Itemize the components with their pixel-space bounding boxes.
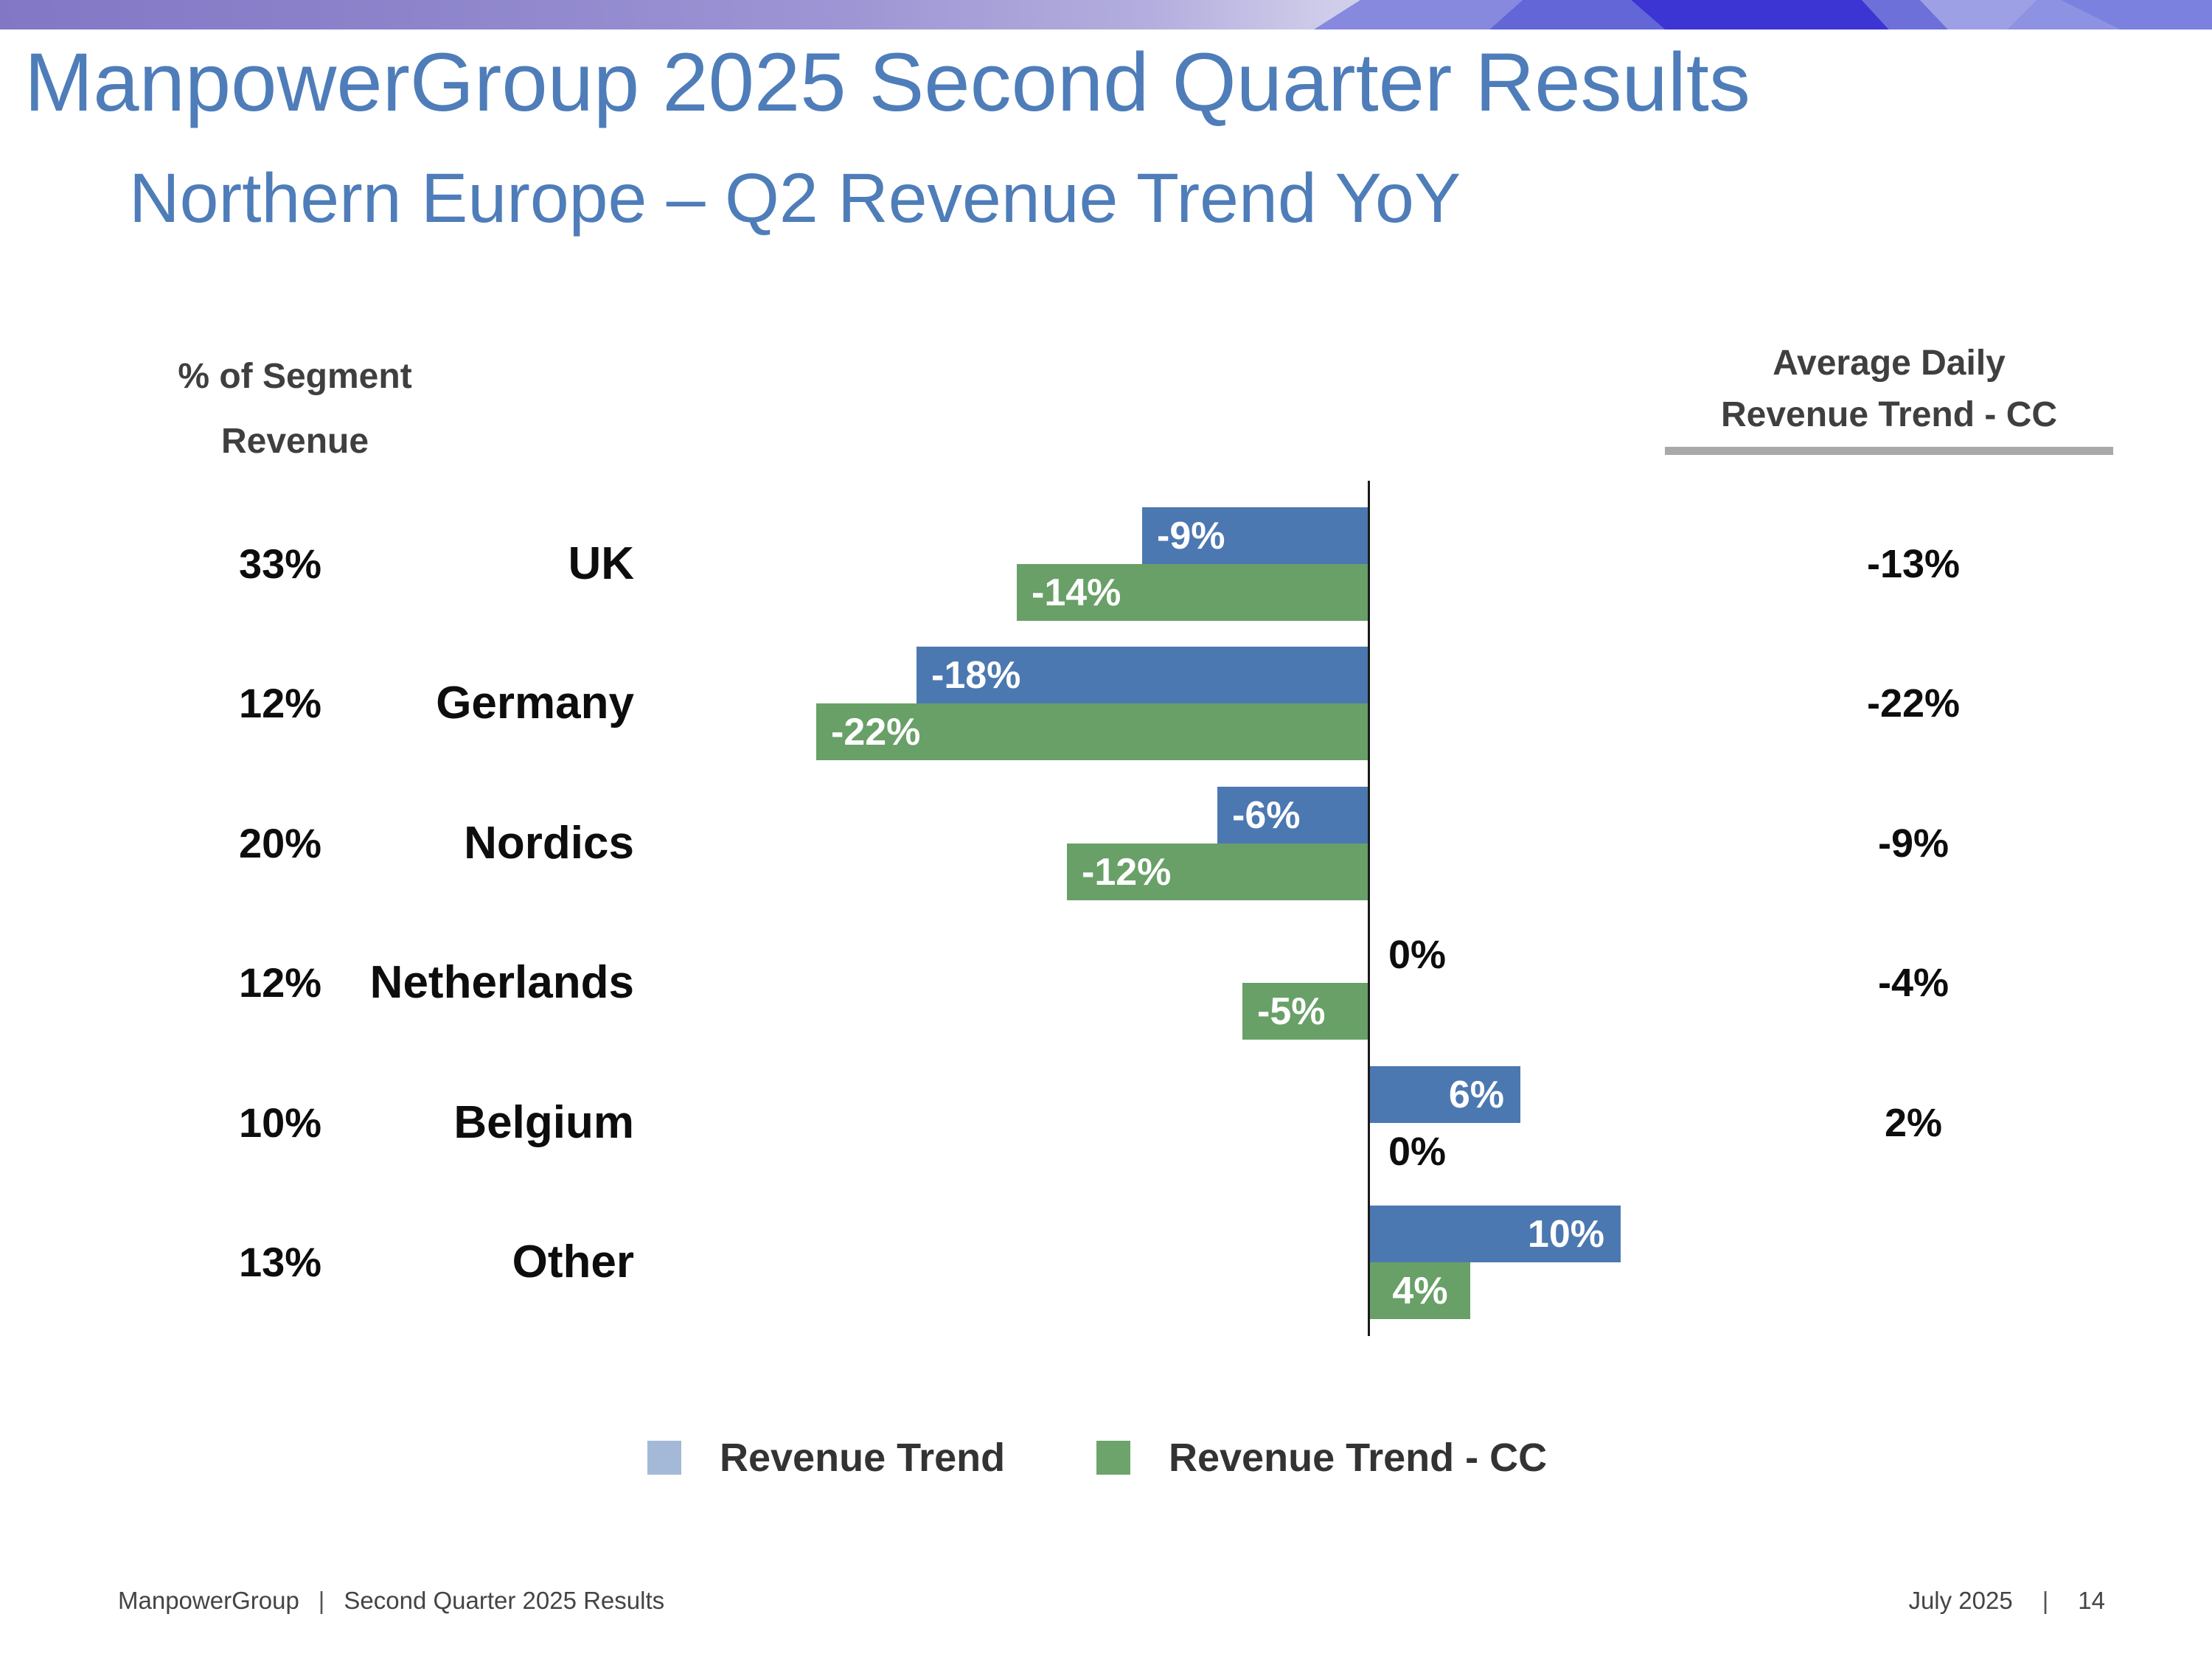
- footer-left-separator: |: [318, 1587, 325, 1614]
- legend-swatch-green-icon: [1096, 1441, 1130, 1475]
- left-header-line1: % of Segment: [178, 357, 412, 396]
- bar-value-label-uk-green: -14%: [1032, 571, 1121, 614]
- average-daily-revenue-cc-belgium: 2%: [1884, 1101, 1943, 1145]
- bar-value-label-uk-blue: -9%: [1157, 514, 1225, 557]
- country-label-germany: Germany: [436, 678, 634, 728]
- segment-share-label-netherlands: 12%: [238, 959, 322, 1006]
- country-label-other: Other: [512, 1237, 634, 1287]
- average-daily-revenue-cc-germany: -22%: [1866, 681, 1961, 726]
- banner-facets-graphic: [1314, 0, 2212, 29]
- legend-label-revenue-trend: Revenue Trend: [720, 1436, 1006, 1480]
- bar-cc-trend-netherlands: -5%: [1242, 983, 1368, 1040]
- bar-value-label-germany-blue: -18%: [931, 653, 1021, 697]
- country-label-belgium: Belgium: [453, 1097, 634, 1148]
- legend-item-revenue-trend: Revenue Trend: [647, 1435, 1005, 1481]
- legend-item-revenue-trend-cc: Revenue Trend - CC: [1096, 1435, 1547, 1481]
- bar-value-label-belgium-blue: 6%: [1448, 1073, 1504, 1116]
- legend-swatch-blue-icon: [647, 1441, 681, 1475]
- bar-revenue-trend-nordics: -6%: [1217, 787, 1368, 844]
- bar-value-label-other-green: 4%: [1392, 1269, 1448, 1312]
- page-title: ManpowerGroup 2025 Second Quarter Result…: [24, 36, 1750, 128]
- right-header-underline: [1665, 447, 2113, 455]
- footer-date: July 2025: [1908, 1587, 2013, 1614]
- bar-cc-trend-other: 4%: [1370, 1262, 1470, 1319]
- footer-brand: ManpowerGroup: [118, 1587, 299, 1614]
- bar-cc-trend-nordics: -12%: [1067, 844, 1368, 900]
- country-label-nordics: Nordics: [464, 818, 634, 869]
- left-column-header: % of Segment Revenue: [70, 344, 520, 474]
- bar-value-label-netherlands-green: -5%: [1257, 990, 1326, 1033]
- country-label-netherlands: Netherlands: [369, 957, 634, 1008]
- segment-share-label-other: 13%: [238, 1239, 322, 1285]
- legend-label-revenue-trend-cc: Revenue Trend - CC: [1169, 1436, 1548, 1480]
- right-header-line2: Revenue Trend - CC: [1720, 395, 2058, 434]
- footer-right-separator: |: [2042, 1587, 2049, 1614]
- bar-revenue-trend-other: 10%: [1370, 1206, 1621, 1262]
- bar-revenue-trend-belgium: 6%: [1370, 1066, 1520, 1123]
- page-subtitle: Northern Europe – Q2 Revenue Trend YoY: [129, 159, 1461, 237]
- bar-value-label-other-blue: 10%: [1527, 1212, 1604, 1256]
- segment-share-label-belgium: 10%: [238, 1099, 322, 1146]
- left-header-line2: Revenue: [220, 422, 369, 461]
- top-banner: [0, 0, 2212, 29]
- country-label-uk: UK: [568, 538, 634, 589]
- bar-revenue-trend-uk: -9%: [1142, 507, 1368, 564]
- bar-cc-trend-germany: -22%: [816, 703, 1368, 760]
- segment-share-label-uk: 33%: [238, 540, 322, 587]
- segment-share-label-nordics: 20%: [238, 820, 322, 866]
- footer-page-number: 14: [2078, 1587, 2105, 1614]
- average-daily-revenue-cc-netherlands: -4%: [1877, 961, 1950, 1005]
- footer-left-text: Second Quarter 2025 Results: [344, 1587, 665, 1614]
- average-daily-revenue-cc-nordics: -9%: [1877, 821, 1950, 866]
- bar-cc-trend-uk: -14%: [1017, 564, 1368, 621]
- right-header-line1: Average Daily: [1773, 344, 2006, 383]
- bar-value-label-nordics-blue: -6%: [1232, 793, 1301, 837]
- bar-value-label-germany-green: -22%: [831, 710, 921, 754]
- footer-left: ManpowerGroup | Second Quarter 2025 Resu…: [118, 1587, 664, 1615]
- bar-revenue-trend-germany: -18%: [917, 647, 1368, 703]
- zero-value-label-belgium-green: 0%: [1388, 1129, 1447, 1174]
- segment-share-label-germany: 12%: [238, 680, 322, 726]
- bar-value-label-nordics-green: -12%: [1082, 850, 1172, 894]
- average-daily-revenue-cc-uk: -13%: [1866, 542, 1961, 586]
- right-column-header: Average Daily Revenue Trend - CC: [1594, 338, 2184, 441]
- chart-zero-axis-line: [1368, 481, 1370, 1336]
- zero-value-label-netherlands-blue: 0%: [1388, 932, 1447, 977]
- footer-right: July 2025 | 14: [1908, 1587, 2105, 1615]
